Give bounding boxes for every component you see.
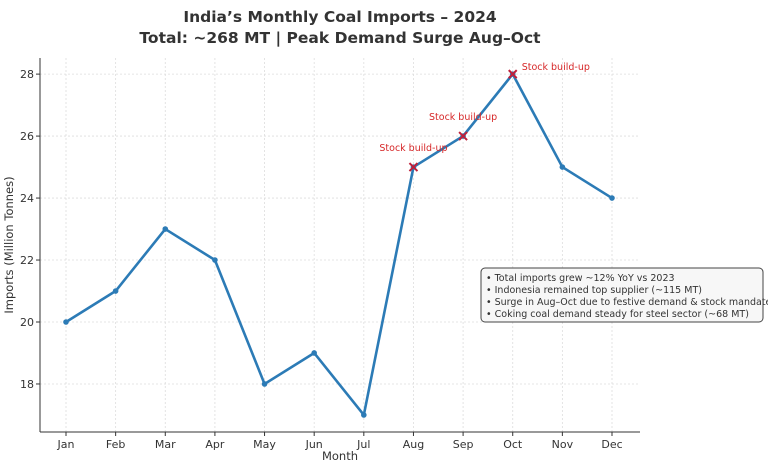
notes-box-frame xyxy=(480,267,764,323)
annotation-marker xyxy=(508,69,518,79)
x-tick-label: May xyxy=(253,438,276,451)
x-tick-label: Apr xyxy=(205,438,225,451)
x-tick-label: Aug xyxy=(403,438,424,451)
x-tick-label: Jun xyxy=(305,438,323,451)
x-tick-label: Mar xyxy=(155,438,176,451)
data-point xyxy=(162,226,169,232)
data-point xyxy=(361,412,367,418)
chart-subtitle: Total: ~268 MT | Peak Demand Surge Aug–O… xyxy=(139,29,541,48)
notes-box: • Total imports grew ~12% YoY vs 2023• I… xyxy=(480,267,768,323)
data-point xyxy=(559,164,566,170)
data-point xyxy=(112,288,119,294)
data-point xyxy=(261,381,268,387)
x-tick-label: Nov xyxy=(552,438,574,451)
x-tick-label: Jan xyxy=(57,438,75,451)
annotation-label: Stock build-up xyxy=(379,143,447,154)
annotation-marker xyxy=(458,131,468,141)
annotation-marker xyxy=(408,162,419,172)
annotation-label: Stock build-up xyxy=(522,62,590,73)
data-point xyxy=(212,257,218,263)
x-tick-label: Jul xyxy=(356,438,370,451)
y-tick-label: 28 xyxy=(20,68,34,81)
y-tick-label: 18 xyxy=(20,378,34,391)
y-tick-label: 20 xyxy=(20,316,34,329)
y-tick-label: 24 xyxy=(20,192,34,205)
y-axis-label: Imports (Million Tonnes) xyxy=(2,176,16,313)
x-tick-label: Oct xyxy=(503,438,523,451)
chart-title: India’s Monthly Coal Imports – 2024 xyxy=(183,8,497,26)
y-tick-label: 22 xyxy=(20,254,34,267)
data-point xyxy=(609,195,615,201)
y-tick-label: 26 xyxy=(20,130,34,143)
note-line: • Indonesia remained top supplier (~115 … xyxy=(486,285,702,296)
x-tick-label: Sep xyxy=(453,438,474,451)
note-line: • Total imports grew ~12% YoY vs 2023 xyxy=(486,273,675,284)
x-tick-label: Feb xyxy=(106,438,125,451)
data-point xyxy=(311,350,317,356)
x-tick-label: Dec xyxy=(601,438,622,451)
data-point xyxy=(63,319,69,325)
annotation-label: Stock build-up xyxy=(429,112,497,123)
note-line: • Surge in Aug–Oct due to festive demand… xyxy=(486,297,768,308)
series-line xyxy=(65,72,613,417)
x-axis-label: Month xyxy=(322,449,358,463)
note-line: • Coking coal demand steady for steel se… xyxy=(486,309,749,320)
